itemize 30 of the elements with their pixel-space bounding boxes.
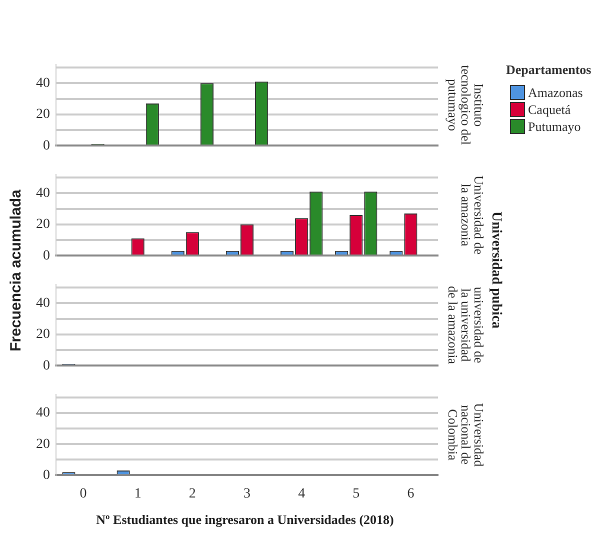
legend-label: Amazonas: [528, 84, 583, 100]
y-tick-label: 40: [36, 186, 50, 201]
y-tick-label: 20: [36, 327, 50, 342]
x-tick-label: 6: [407, 486, 414, 502]
y2-axis-title: Instituto tecnologico del putumayo: [446, 65, 487, 146]
y2-axis-title: Universidad nacional de Colombia: [446, 403, 487, 468]
legend-label: Putumayo: [528, 118, 581, 134]
x-axis-title: Nº Estudiantes que ingresaron a Universidades (2018): [95, 512, 395, 528]
x-tick-label: 1: [134, 486, 142, 502]
y2-axis-title: Universidad de la amazonia: [458, 175, 487, 255]
y-tick-label: 20: [36, 107, 50, 122]
x-tick-label: 3: [244, 486, 250, 502]
y2-axis-title: universidad de la universidad de la amazonia: [446, 286, 487, 364]
y-tick-label: 20: [36, 217, 50, 232]
legend-title: Departamentos: [506, 62, 592, 78]
y-axis-title: Frecuencia acumulada: [8, 189, 25, 351]
y-tick-label: 0: [43, 138, 50, 154]
y-tick-label: 20: [36, 436, 50, 452]
text: Universidad pubica: [488, 211, 504, 329]
y-tick-label: 0: [43, 358, 50, 374]
legend-label: Caquetá: [528, 102, 571, 118]
y-tick-label: 0: [43, 468, 50, 483]
y-tick-label: 40: [36, 406, 50, 421]
x-tick-label: 0: [80, 486, 87, 502]
x-tick-label: 5: [352, 486, 360, 502]
y-tick-label: 40: [36, 296, 50, 311]
y-tick-label: 40: [36, 76, 50, 91]
x-tick-label: 2: [188, 486, 196, 502]
y-tick-label: 0: [43, 248, 50, 264]
x-tick-label: 4: [298, 486, 306, 502]
